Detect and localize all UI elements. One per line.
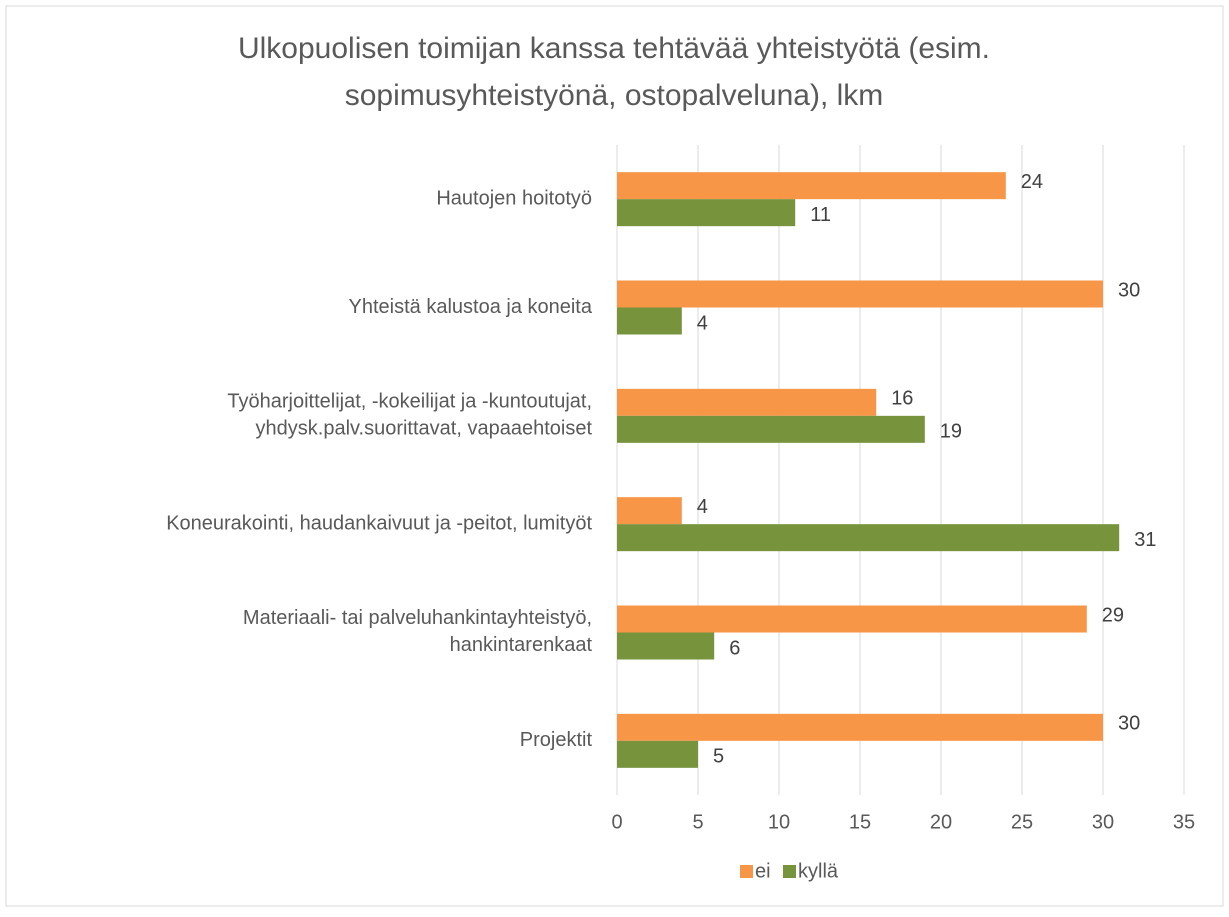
y-tick-label: Materiaali- tai palveluhankintayhteistyö… — [243, 607, 593, 656]
value-label: 19 — [940, 421, 962, 443]
chart-title: Ulkopuolisen toimijan kanssa tehtävää yh… — [238, 32, 990, 112]
x-tick-label: 5 — [692, 811, 703, 833]
y-tick-label: Koneurakointi, haudankaivuut ja -peitot,… — [166, 512, 592, 534]
x-tick-label: 20 — [930, 811, 952, 833]
x-tick-label: 30 — [1092, 811, 1114, 833]
bar — [617, 415, 925, 443]
y-tick-label: Hautojen hoitotyö — [436, 187, 592, 209]
bar — [617, 632, 715, 660]
bar — [617, 307, 682, 335]
bar — [617, 524, 1120, 552]
bar — [617, 740, 698, 768]
value-label: 5 — [713, 746, 724, 768]
x-tick-label: 10 — [768, 811, 790, 833]
x-tick-label: 25 — [1011, 811, 1033, 833]
bar — [617, 605, 1087, 633]
y-tick-label: Yhteistä kalustoa ja koneita — [349, 296, 593, 318]
chart-border — [5, 5, 1224, 907]
value-label: 4 — [697, 312, 708, 334]
value-label: 30 — [1118, 713, 1140, 735]
bar — [617, 199, 796, 227]
legend-swatch — [783, 865, 796, 878]
y-tick-label: Työharjoittelijat, -kokeilijat ja -kunto… — [227, 391, 592, 440]
value-label: 31 — [1134, 529, 1156, 551]
legend-label: ei — [755, 860, 771, 882]
value-label: 24 — [1021, 171, 1043, 193]
value-label: 30 — [1118, 279, 1140, 301]
bar — [617, 497, 682, 525]
value-label: 4 — [697, 496, 708, 518]
value-label: 29 — [1102, 604, 1124, 626]
bar — [617, 388, 877, 416]
value-label: 11 — [810, 204, 831, 226]
x-tick-label: 35 — [1173, 811, 1195, 833]
bar — [617, 280, 1103, 308]
x-tick-label: 15 — [849, 811, 871, 833]
legend-label: kyllä — [798, 860, 839, 882]
bar — [617, 172, 1006, 200]
y-tick-label: Projektit — [520, 729, 593, 751]
bar — [617, 713, 1103, 741]
value-label: 6 — [729, 637, 740, 659]
legend-swatch — [740, 865, 753, 878]
x-tick-label: 0 — [611, 811, 622, 833]
value-label: 16 — [891, 388, 913, 410]
